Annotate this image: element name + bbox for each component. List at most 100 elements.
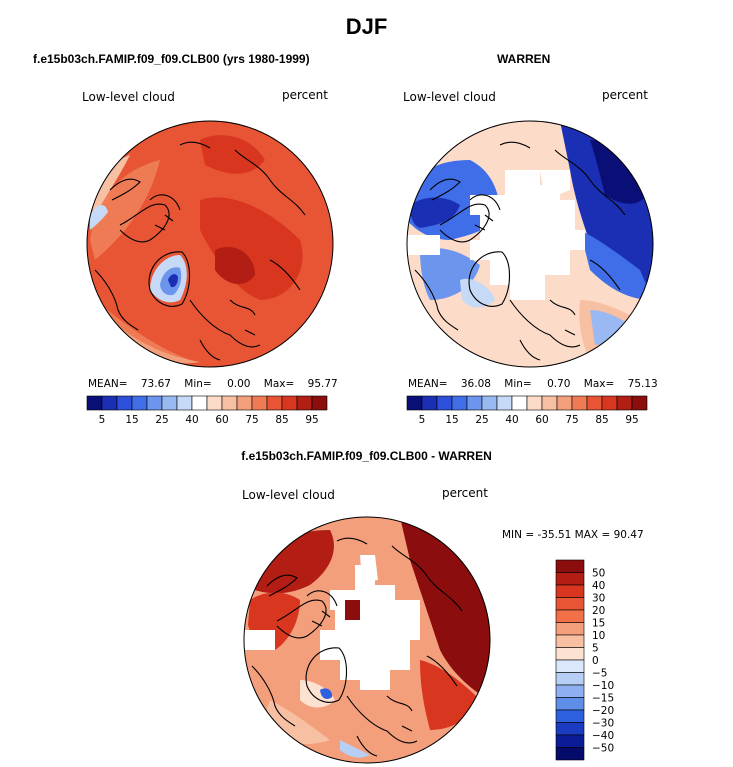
colorbar-tick-label: −5 bbox=[592, 668, 607, 680]
colorbar-swatch bbox=[86, 395, 103, 411]
colorbar-tick-label: 0 bbox=[592, 655, 599, 667]
colorbar-tick-label: 85 bbox=[595, 414, 608, 426]
colorbar-tick-label: 60 bbox=[215, 414, 228, 426]
panel2-field-scandinavia bbox=[590, 310, 630, 345]
figure-title: DJF bbox=[345, 14, 388, 39]
panel2-colorbar: 5 15 25 40 60 75 85 95 bbox=[406, 395, 648, 426]
colorbar-swatch bbox=[311, 395, 328, 411]
colorbar-swatch bbox=[146, 395, 163, 411]
min-value: 0.70 bbox=[547, 378, 571, 390]
colorbar-tick-label: 40 bbox=[505, 414, 518, 426]
panel2-field-siberia-edge bbox=[580, 230, 653, 300]
colorbar-tick-label: −30 bbox=[592, 718, 614, 730]
panel3-units-label: percent bbox=[442, 486, 488, 500]
colorbar-swatch bbox=[616, 395, 633, 411]
colorbar-tick-label: 5 bbox=[419, 414, 426, 426]
max-label: Max= bbox=[263, 378, 295, 390]
panel2-map-border bbox=[406, 120, 654, 368]
colorbar-swatch bbox=[631, 395, 648, 411]
min-label: Min= bbox=[184, 378, 212, 390]
panel1-field-eurasia bbox=[200, 197, 303, 300]
min-label: Min= bbox=[504, 378, 532, 390]
panel3-map bbox=[243, 516, 491, 764]
colorbar-swatch bbox=[555, 622, 585, 636]
colorbar-swatch bbox=[481, 395, 498, 411]
colorbar-swatch bbox=[221, 395, 238, 411]
panel2-field-missing-arctic bbox=[470, 170, 585, 300]
colorbar-tick-label: −40 bbox=[592, 730, 614, 742]
colorbar-tick-label: −10 bbox=[592, 680, 614, 692]
colorbar-swatch bbox=[555, 672, 585, 686]
colorbar-swatch bbox=[571, 395, 588, 411]
colorbar-swatch bbox=[436, 395, 453, 411]
colorbar-swatch bbox=[555, 584, 585, 598]
mean-label: MEAN= bbox=[408, 378, 448, 390]
panel1-field-bering bbox=[88, 155, 130, 215]
colorbar-swatch bbox=[131, 395, 148, 411]
colorbar-swatch bbox=[161, 395, 178, 411]
panel1-colorbar: 5 15 25 40 60 75 85 95 bbox=[86, 395, 328, 426]
panel2-coastlines bbox=[414, 141, 626, 361]
colorbar-swatch bbox=[281, 395, 298, 411]
panel2-field-na-core bbox=[410, 197, 460, 228]
colorbar-swatch bbox=[555, 597, 585, 611]
colorbar-tick-label: −20 bbox=[592, 705, 614, 717]
panel3-map-border bbox=[243, 516, 491, 764]
colorbar-swatch bbox=[526, 395, 543, 411]
colorbar-tick-label: 40 bbox=[185, 414, 198, 426]
panel3-coastlines bbox=[251, 537, 463, 757]
colorbar-tick-label: 60 bbox=[535, 414, 548, 426]
colorbar-swatch bbox=[555, 684, 585, 698]
colorbar-swatch bbox=[555, 734, 585, 748]
colorbar-swatch bbox=[206, 395, 223, 411]
panel2-title: WARREN bbox=[497, 52, 551, 66]
colorbar-swatch bbox=[555, 647, 585, 661]
panel1-field-northeast bbox=[200, 135, 265, 174]
panel3-field-missing-top bbox=[360, 555, 378, 582]
colorbar-swatch bbox=[555, 747, 585, 761]
panel2-map bbox=[406, 120, 654, 368]
colorbar-swatch bbox=[556, 395, 573, 411]
mean-value: 73.67 bbox=[140, 378, 171, 390]
colorbar-swatch bbox=[251, 395, 268, 411]
colorbar-tick-label: 5 bbox=[99, 414, 106, 426]
colorbar-swatch bbox=[191, 395, 208, 411]
panel1-field-low-patch bbox=[90, 204, 108, 230]
colorbar-swatch bbox=[511, 395, 528, 411]
panel1-map-border bbox=[86, 120, 334, 368]
panel1-variable-label: Low-level cloud bbox=[82, 90, 175, 104]
colorbar-swatch bbox=[451, 395, 468, 411]
colorbar-tick-label: 5 bbox=[592, 643, 599, 655]
colorbar-swatch bbox=[101, 395, 118, 411]
panel1-title: f.e15b03ch.FAMIP.f09_f09.CLB00 (yrs 1980… bbox=[33, 52, 310, 66]
colorbar-tick-label: 15 bbox=[125, 414, 138, 426]
colorbar-swatch bbox=[555, 709, 585, 723]
colorbar-swatch bbox=[296, 395, 313, 411]
panel3-field-atlantic-neg bbox=[340, 740, 370, 758]
colorbar-tick-label: −50 bbox=[592, 743, 614, 755]
panel1-units-label: percent bbox=[282, 88, 328, 102]
colorbar-tick-label: 75 bbox=[565, 414, 578, 426]
panel1-field-pacific bbox=[90, 160, 160, 260]
colorbar-swatch bbox=[555, 634, 585, 648]
panel2-stats: MEAN= 36.08 Min= 0.70 Max= 75.13 bbox=[408, 378, 658, 390]
colorbar-tick-label: 50 bbox=[592, 568, 605, 580]
colorbar-swatch bbox=[236, 395, 253, 411]
colorbar-swatch bbox=[176, 395, 193, 411]
colorbar-tick-label: 95 bbox=[625, 414, 638, 426]
mean-label: MEAN= bbox=[88, 378, 128, 390]
panel3-title: f.e15b03ch.FAMIP.f09_f09.CLB00 - WARREN bbox=[241, 449, 492, 463]
panel1-field-siberia-core bbox=[215, 246, 255, 285]
colorbar-tick-label: 75 bbox=[245, 414, 258, 426]
colorbar-swatch bbox=[266, 395, 283, 411]
max-value: 95.77 bbox=[307, 378, 338, 390]
panel2-units-label: percent bbox=[602, 88, 648, 102]
colorbar-swatch bbox=[541, 395, 558, 411]
colorbar-swatch bbox=[555, 572, 585, 586]
colorbar-swatch bbox=[555, 609, 585, 623]
colorbar-swatch bbox=[406, 395, 423, 411]
colorbar-tick-label: −15 bbox=[592, 693, 614, 705]
colorbar-tick-label: 20 bbox=[592, 605, 605, 617]
